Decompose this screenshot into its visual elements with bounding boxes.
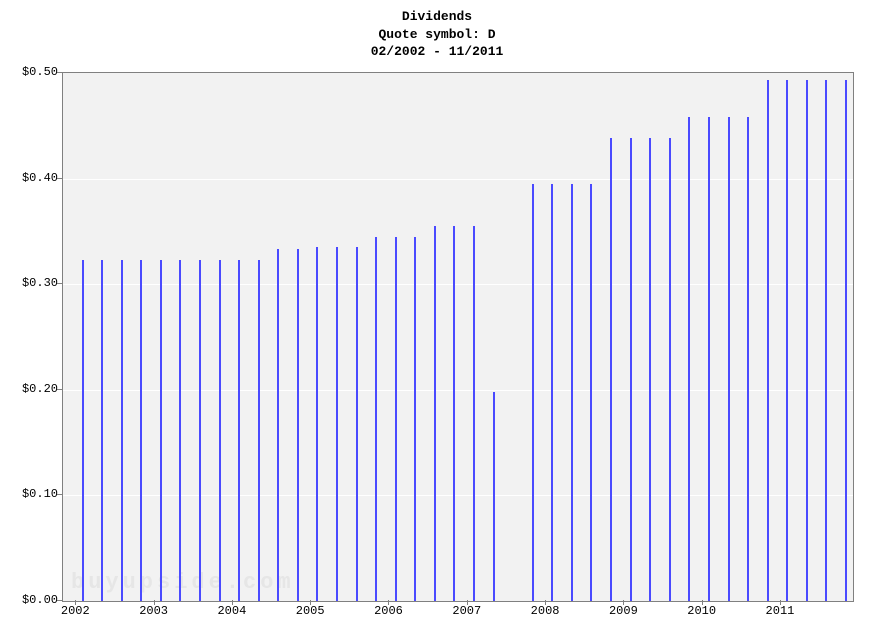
x-tick-mark <box>780 600 781 605</box>
dividend-bar <box>238 260 240 601</box>
dividend-bar <box>356 247 358 601</box>
x-tick-label: 2011 <box>766 604 795 618</box>
dividend-bar <box>395 237 397 601</box>
dividend-bar <box>532 184 534 601</box>
dividend-bar <box>590 184 592 601</box>
x-tick-mark <box>232 600 233 605</box>
dividend-bar <box>806 80 808 601</box>
dividend-bar <box>845 80 847 601</box>
dividend-bar <box>669 138 671 601</box>
dividend-bar <box>297 249 299 601</box>
y-tick-label: $0.30 <box>22 276 58 290</box>
y-tick-label: $0.10 <box>22 487 58 501</box>
y-tick-label: $0.40 <box>22 171 58 185</box>
dividend-bar <box>336 247 338 601</box>
dividend-bar <box>610 138 612 601</box>
dividend-bar <box>277 249 279 601</box>
y-tick-mark <box>57 72 62 73</box>
gridline <box>63 284 853 285</box>
dividend-bar <box>121 260 123 601</box>
chart-title-line2: Quote symbol: D <box>0 26 874 44</box>
dividend-bar <box>688 117 690 601</box>
gridline <box>63 390 853 391</box>
x-tick-mark <box>702 600 703 605</box>
gridline <box>63 495 853 496</box>
y-tick-label: $0.00 <box>22 593 58 607</box>
dividend-bar <box>747 117 749 601</box>
dividend-bar <box>160 260 162 601</box>
dividend-bar <box>551 184 553 601</box>
dividend-bar <box>258 260 260 601</box>
dividend-bar <box>316 247 318 601</box>
y-tick-mark <box>57 600 62 601</box>
y-tick-mark <box>57 283 62 284</box>
x-tick-mark <box>75 600 76 605</box>
x-tick-mark <box>310 600 311 605</box>
watermark-text: buyupside.com <box>71 570 295 595</box>
dividend-bar <box>414 237 416 601</box>
dividend-bar <box>434 226 436 601</box>
x-tick-label: 2008 <box>531 604 560 618</box>
dividend-bar <box>453 226 455 601</box>
dividend-bar <box>825 80 827 601</box>
dividends-chart: Dividends Quote symbol: D 02/2002 - 11/2… <box>0 0 874 623</box>
dividend-bar <box>179 260 181 601</box>
x-tick-label: 2006 <box>374 604 403 618</box>
x-tick-mark <box>388 600 389 605</box>
chart-title-line3: 02/2002 - 11/2011 <box>0 43 874 61</box>
dividend-bar <box>375 237 377 601</box>
chart-title-line1: Dividends <box>0 8 874 26</box>
y-tick-label: $0.20 <box>22 382 58 396</box>
dividend-bar <box>571 184 573 601</box>
dividend-bar <box>767 80 769 601</box>
y-tick-mark <box>57 178 62 179</box>
dividend-bar <box>649 138 651 601</box>
dividend-bar <box>493 392 495 601</box>
y-tick-mark <box>57 494 62 495</box>
dividend-bar <box>199 260 201 601</box>
x-tick-label: 2002 <box>61 604 90 618</box>
dividend-bar <box>630 138 632 601</box>
x-tick-mark <box>154 600 155 605</box>
plot-area: buyupside.com <box>62 72 854 602</box>
dividend-bar <box>140 260 142 601</box>
x-tick-label: 2004 <box>217 604 246 618</box>
x-tick-label: 2009 <box>609 604 638 618</box>
x-tick-mark <box>545 600 546 605</box>
dividend-bar <box>101 260 103 601</box>
dividend-bar <box>219 260 221 601</box>
x-tick-mark <box>623 600 624 605</box>
dividend-bar <box>82 260 84 601</box>
x-tick-label: 2007 <box>452 604 481 618</box>
x-tick-label: 2005 <box>296 604 325 618</box>
dividend-bar <box>473 226 475 601</box>
x-tick-mark <box>467 600 468 605</box>
gridline <box>63 179 853 180</box>
y-tick-mark <box>57 389 62 390</box>
dividend-bar <box>728 117 730 601</box>
chart-title-block: Dividends Quote symbol: D 02/2002 - 11/2… <box>0 8 874 61</box>
y-tick-label: $0.50 <box>22 65 58 79</box>
x-tick-label: 2003 <box>139 604 168 618</box>
dividend-bar <box>786 80 788 601</box>
dividend-bar <box>708 117 710 601</box>
x-tick-label: 2010 <box>687 604 716 618</box>
